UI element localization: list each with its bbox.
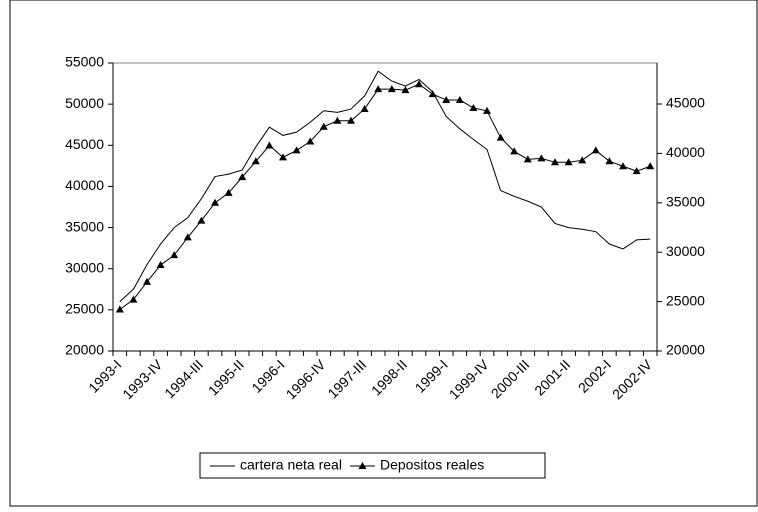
y2-tick-label: 30000 [666,243,705,259]
point-marker [115,305,124,313]
point-marker [619,162,627,170]
point-marker [401,86,410,94]
point-marker [156,261,165,269]
y-tick-label: 50000 [65,95,104,111]
y2-tick-label: 45000 [666,95,705,111]
point-marker [387,85,396,93]
series-line [119,83,651,310]
point-marker [591,146,600,154]
point-marker [170,251,179,259]
point-marker [442,96,451,104]
point-marker [605,157,614,165]
point-marker [129,295,138,303]
point-marker [428,90,437,98]
point-marker [265,141,274,149]
y-tick-label: 20000 [65,342,104,358]
point-marker [578,156,587,164]
point-marker [551,158,559,166]
point-marker [183,233,192,241]
point-marker [360,104,369,112]
legend-label: cartera neta real [240,457,342,473]
point-marker [279,153,287,161]
point-marker [415,80,423,88]
point-marker [347,116,355,124]
legend-marker [358,462,367,469]
chart-frame [9,0,758,507]
y-tick-label: 45000 [65,136,104,152]
legend-box [199,452,546,479]
y2-tick-label: 20000 [666,342,705,358]
point-marker [197,216,206,224]
point-marker [469,103,478,111]
point-marker [238,173,247,181]
y2-tick-label: 25000 [666,292,705,308]
point-marker [632,167,641,175]
point-marker [143,277,151,285]
y-tick-label: 25000 [65,301,104,317]
y2-tick-label: 40000 [666,144,705,160]
series-line [119,70,651,302]
y-tick-label: 35000 [65,218,104,234]
y-tick-label: 30000 [65,259,104,275]
point-marker [483,106,491,114]
y-tick-label: 40000 [65,177,104,193]
point-marker [510,147,519,155]
y2-tick-label: 35000 [666,194,705,210]
point-marker [224,188,233,196]
point-marker [306,137,315,145]
point-marker [523,155,532,163]
point-marker [537,154,546,162]
point-marker [211,198,219,206]
point-marker [564,158,573,166]
point-marker [292,146,301,154]
point-marker [374,85,383,93]
point-marker [333,116,342,124]
point-marker [496,133,505,141]
legend-label: Depositos reales [380,457,484,473]
y-tick-label: 55000 [65,54,104,70]
point-marker [251,157,260,165]
point-marker [455,96,464,104]
point-marker [319,122,328,130]
point-marker [646,162,655,170]
